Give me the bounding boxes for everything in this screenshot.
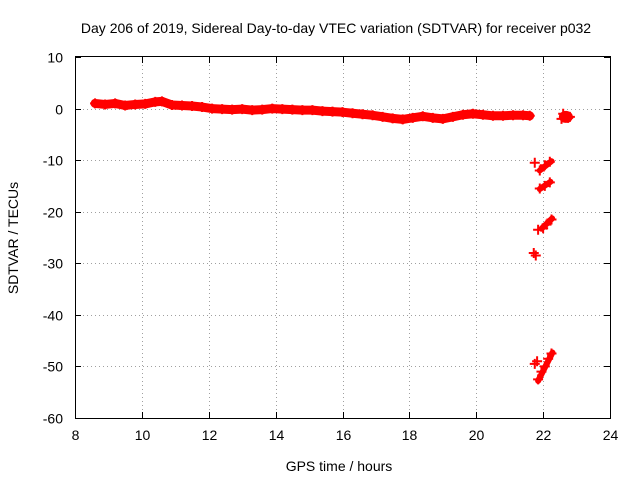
data-point <box>532 356 543 367</box>
plot-frame <box>75 56 611 419</box>
cluster-blob <box>558 110 573 123</box>
x-tick-label: 12 <box>202 427 218 443</box>
x-tick-label: 8 <box>72 427 80 443</box>
x-axis-label: GPS time / hours <box>286 458 393 474</box>
data-point <box>524 110 535 121</box>
series-descending-arcs <box>528 156 557 385</box>
y-tick-label: -30 <box>43 256 63 272</box>
arc-segment <box>538 215 556 232</box>
x-tick-label: 22 <box>536 427 552 443</box>
data-layer <box>90 96 575 385</box>
ticks: 8 10 12 14 16 18 20 22 24 10 0 -10 -20 -30 -40 -50 -60 <box>43 50 619 444</box>
x-tick-label: 18 <box>402 427 418 443</box>
y-tick-label: -40 <box>43 308 63 324</box>
y-tick-label: -60 <box>43 411 63 427</box>
x-tick-label: 24 <box>603 427 619 443</box>
x-tick-label: 20 <box>469 427 485 443</box>
y-tick-label: -50 <box>43 359 63 375</box>
chart-title: Day 206 of 2019, Sidereal Day-to-day VTE… <box>81 20 591 36</box>
x-tick-label: 16 <box>336 427 352 443</box>
series-main-band <box>90 96 535 125</box>
y-tick-label: -20 <box>43 205 63 221</box>
y-axis-label: SDTVAR / TECUs <box>5 182 21 294</box>
y-tick-label: -10 <box>43 153 63 169</box>
x-tick-label: 14 <box>269 427 285 443</box>
arc-segment <box>536 158 555 174</box>
series-late-cluster <box>556 108 575 124</box>
data-point <box>529 157 540 168</box>
y-tick-label: 10 <box>47 50 63 66</box>
arc-segment <box>536 178 554 193</box>
data-point <box>530 250 541 261</box>
arc-segment <box>535 349 556 384</box>
x-tick-label: 10 <box>135 427 151 443</box>
y-tick-label: 0 <box>55 102 63 118</box>
